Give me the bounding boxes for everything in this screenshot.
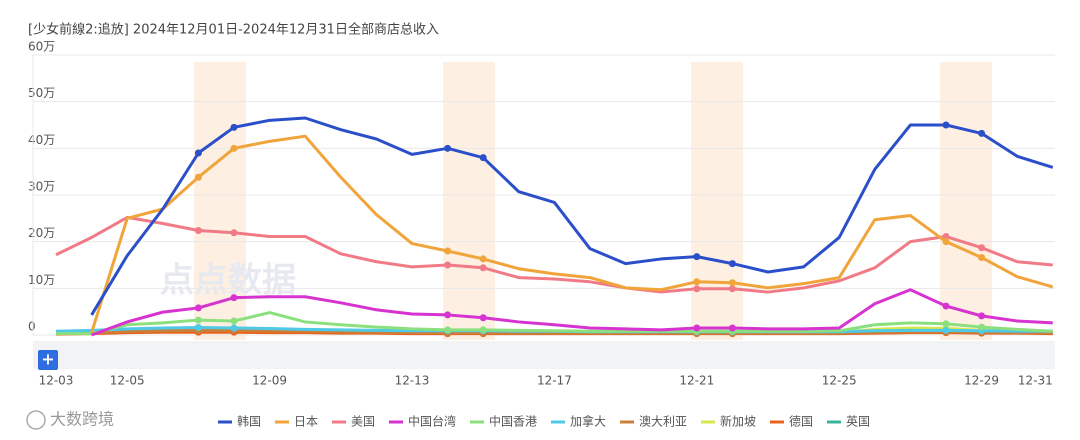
series-line [55, 215, 1053, 294]
point [444, 326, 452, 334]
point [194, 316, 202, 324]
point [978, 254, 986, 262]
add-button[interactable] [38, 350, 58, 370]
point [479, 264, 487, 272]
series-line [91, 288, 1053, 337]
add-button-label[interactable]: + [41, 350, 54, 369]
scroll-area [33, 341, 1055, 369]
point [693, 285, 701, 293]
point [194, 149, 202, 157]
y-tick-label: 60万 [28, 40, 55, 54]
point [444, 261, 452, 269]
legend-label: 中国香港 [489, 414, 537, 429]
y-tick-label: 0 [28, 320, 36, 334]
point [942, 121, 950, 129]
x-tick-label: 12-09 [252, 374, 287, 388]
legend-label: 中国台湾 [408, 414, 456, 429]
x-tick-label: 12-05 [110, 374, 145, 388]
legend-label: 日本 [294, 415, 318, 429]
point [942, 320, 950, 328]
band [443, 62, 495, 340]
point [693, 253, 701, 261]
band [194, 62, 246, 340]
band [691, 62, 743, 340]
legend-label: 澳大利亚 [639, 415, 687, 429]
point [230, 324, 238, 332]
y-tick-label: 40万 [28, 133, 55, 147]
point [978, 129, 986, 137]
point [230, 123, 238, 131]
weekend-bands [194, 62, 992, 340]
series-line [90, 116, 1054, 316]
watermark: 点点数据 [160, 261, 296, 301]
point [942, 233, 950, 241]
point [978, 244, 986, 252]
band [940, 62, 992, 340]
x-tick-label: 12-25 [822, 374, 857, 388]
y-tick-label: 30万 [28, 180, 55, 194]
chart-title: [少女前線2:追放] 2024年12月01日-2024年12月31日全部商店总收… [28, 22, 439, 38]
legend-label: 新加坡 [720, 414, 756, 429]
point [230, 294, 238, 302]
legend-label: 加拿大 [570, 414, 606, 429]
brand: 大数跨境 [50, 410, 114, 429]
x-tick-label: 12-21 [679, 374, 714, 388]
point [230, 229, 238, 237]
x-tick-label: 12-31 [1018, 374, 1053, 388]
point [942, 326, 950, 334]
point [728, 285, 736, 293]
point [978, 312, 986, 320]
point [194, 324, 202, 332]
point [728, 324, 736, 332]
y-tick-label: 20万 [28, 226, 55, 240]
legend-label: 美国 [351, 415, 375, 429]
point [444, 144, 452, 152]
point [194, 226, 202, 234]
point [194, 304, 202, 312]
point [942, 238, 950, 246]
point [479, 314, 487, 322]
point [728, 279, 736, 287]
legend-label: 韩国 [237, 414, 261, 429]
brand-logo [26, 410, 46, 430]
point [444, 311, 452, 319]
point [479, 154, 487, 162]
x-tick-label: 12-29 [964, 374, 999, 388]
legend-label: 德国 [789, 414, 813, 429]
point [230, 317, 238, 325]
point [230, 144, 238, 152]
point [942, 302, 950, 310]
x-tick-label: 12-17 [537, 374, 572, 388]
legend-label: 英国 [846, 415, 870, 429]
point [194, 173, 202, 181]
point [978, 323, 986, 331]
x-tick-label: 12-13 [395, 374, 430, 388]
point [728, 260, 736, 268]
point [479, 326, 487, 334]
series-line [56, 311, 1053, 336]
point [693, 324, 701, 332]
series-line [90, 134, 1054, 334]
point [444, 247, 452, 255]
point [479, 255, 487, 263]
x-tick-label: 12-03 [39, 374, 74, 388]
y-tick-label: 10万 [28, 273, 55, 287]
y-tick-label: 50万 [28, 86, 55, 100]
point [693, 278, 701, 286]
